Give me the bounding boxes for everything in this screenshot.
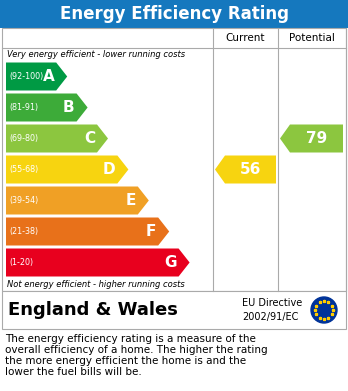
Text: (69-80): (69-80) [9, 134, 38, 143]
Text: (55-68): (55-68) [9, 165, 38, 174]
Text: overall efficiency of a home. The higher the rating: overall efficiency of a home. The higher… [5, 345, 268, 355]
Polygon shape [6, 217, 169, 246]
Text: (92-100): (92-100) [9, 72, 43, 81]
Text: Very energy efficient - lower running costs: Very energy efficient - lower running co… [7, 50, 185, 59]
Polygon shape [6, 93, 88, 122]
Circle shape [311, 297, 337, 323]
Polygon shape [6, 63, 67, 90]
Text: 56: 56 [240, 162, 261, 177]
Text: Potential: Potential [288, 33, 334, 43]
Polygon shape [215, 156, 276, 183]
Bar [2, 28, 346, 291]
Text: E: E [125, 193, 136, 208]
Bar [2, 291, 346, 329]
Text: EU Directive
2002/91/EC: EU Directive 2002/91/EC [242, 298, 302, 322]
Text: D: D [103, 162, 116, 177]
Text: A: A [42, 69, 54, 84]
Polygon shape [6, 156, 128, 183]
Text: (81-91): (81-91) [9, 103, 38, 112]
Text: Not energy efficient - higher running costs: Not energy efficient - higher running co… [7, 280, 185, 289]
Polygon shape [6, 187, 149, 215]
Text: lower the fuel bills will be.: lower the fuel bills will be. [5, 367, 142, 377]
Text: 79: 79 [306, 131, 327, 146]
Text: The energy efficiency rating is a measure of the: The energy efficiency rating is a measur… [5, 334, 256, 344]
Text: (39-54): (39-54) [9, 196, 38, 205]
Polygon shape [280, 124, 343, 152]
Polygon shape [6, 249, 190, 276]
Text: F: F [146, 224, 156, 239]
Text: Current: Current [226, 33, 265, 43]
Polygon shape [6, 124, 108, 152]
Text: C: C [84, 131, 95, 146]
Text: England & Wales: England & Wales [8, 301, 178, 319]
Bar [0, 0, 348, 28]
Text: G: G [164, 255, 176, 270]
Text: (21-38): (21-38) [9, 227, 38, 236]
Text: (1-20): (1-20) [9, 258, 33, 267]
Text: Energy Efficiency Rating: Energy Efficiency Rating [60, 5, 288, 23]
Text: the more energy efficient the home is and the: the more energy efficient the home is an… [5, 356, 246, 366]
Text: B: B [63, 100, 74, 115]
